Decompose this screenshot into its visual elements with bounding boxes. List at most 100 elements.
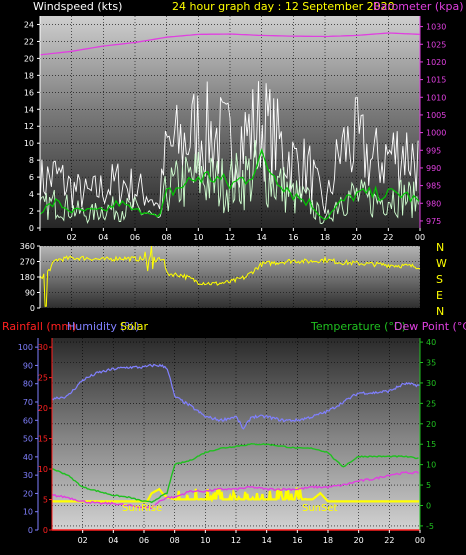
direction-tick-label: 0 [30,304,35,313]
windspeed-x-tick-label: 04 [98,233,108,242]
windspeed-x-tick-label: 14 [257,233,267,242]
barometer-tick-label: 975 [426,217,441,226]
panel-direction: 0 90 180 270 360 N W S E N [20,241,447,318]
humidity-axis-title: Humidity (%) [67,320,139,333]
windspeed-x-tick-label: 12 [225,233,235,242]
rainfall-tick-label: 25 [38,374,48,383]
sunrise-label: SunRise [122,503,162,514]
windspeed-x-tick-label: 02 [67,233,77,242]
climate-x-tick-label: 06 [139,536,149,545]
rainfall-tick-label: 30 [38,343,48,352]
windspeed-x-tick-label: 10 [193,233,203,242]
solar-legend: Solar [120,320,149,333]
windspeed-tick-label: 14 [24,105,34,114]
barometer-tick-label: 1015 [426,76,446,85]
windspeed-tick-label: 22 [24,37,34,46]
barometer-tick-label: 980 [426,199,441,208]
humidity-tick-label: 30 [23,471,33,480]
rainfall-tick-label: 5 [43,496,48,505]
temperature-axis-title: Temperature (°C) [310,320,406,333]
climate-x-tick-label: 22 [384,536,394,545]
climate-x-tick-label: 08 [170,536,180,545]
barometer-tick-label: 1010 [426,93,446,102]
barometer-tick-label: 1030 [426,23,446,32]
direction-tick-label: 180 [20,273,35,282]
barometer-tick-label: 1000 [426,129,446,138]
windspeed-tick-label: 4 [29,190,34,199]
temperature-tick-label: 25 [426,399,436,408]
windspeed-tick-label: 20 [24,54,34,63]
temperature-series [51,442,419,504]
humidity-tick-label: 20 [23,489,33,498]
compass-n-bottom: N [436,305,444,318]
direction-tick-label: 270 [20,258,35,267]
barometer-tick-label: 990 [426,164,441,173]
windspeed-tick-label: 10 [24,139,34,148]
windspeed-x-tick-label: 22 [383,233,393,242]
humidity-tick-label: 0 [28,526,33,535]
dewpoint-series [51,471,419,510]
windspeed-tick-label: 8 [29,156,34,165]
panel-climate: 0102030405060708090100051015202530-50510… [18,338,436,545]
barometer-series [39,32,421,56]
humidity-tick-label: 60 [23,416,33,425]
windspeed-tick-label: 12 [24,122,34,131]
climate-x-tick-label: 00 [415,536,425,545]
humidity-tick-label: 40 [23,453,33,462]
humidity-series [51,363,420,430]
climate-x-tick-label: 02 [78,536,88,545]
climate-x-tick-label: 20 [354,536,364,545]
windspeed-x-tick-label: 08 [162,233,172,242]
wind-mean-series [39,148,421,221]
humidity-tick-label: 100 [18,343,33,352]
barometer-tick-label: 1025 [426,40,446,49]
barometer-tick-label: 1020 [426,58,446,67]
rainfall-tick-label: 0 [43,526,48,535]
temperature-tick-label: 20 [426,420,436,429]
climate-x-tick-label: 16 [292,536,302,545]
rainfall-tick-label: 20 [38,404,48,413]
windspeed-x-tick-label: 06 [130,233,140,242]
windspeed-x-tick-label: 00 [415,233,425,242]
direction-tick-label: 360 [20,242,35,251]
compass-s: S [436,273,443,286]
wind-direction-series [39,246,421,307]
compass-w: W [436,257,447,270]
humidity-tick-label: 50 [23,435,33,444]
solar-series [52,487,420,503]
windspeed-tick-label: 2 [29,207,34,216]
temperature-tick-label: 35 [426,359,436,368]
windspeed-axis-title: Windspeed (kts) [33,0,122,13]
rainfall-axis-title: Rainfall (mm) [2,320,76,333]
chart-title: 24 hour graph day : 12 September 2020 [172,0,395,13]
temperature-tick-label: 5 [426,481,431,490]
windspeed-tick-label: 6 [29,173,34,182]
humidity-tick-label: 90 [23,361,33,370]
direction-tick-label: 90 [25,289,35,298]
wind-gust-series [39,81,419,214]
temperature-tick-label: 10 [426,461,436,470]
dewpoint-axis-title: Dew Point (°C) [394,320,466,333]
barometer-axis-title: Barometer (kpa) [373,0,464,13]
climate-x-tick-label: 04 [108,536,118,545]
climate-x-tick-label: 10 [200,536,210,545]
temperature-tick-label: 30 [426,379,436,388]
windspeed-tick-label: 24 [24,20,34,29]
temperature-tick-label: 40 [426,338,436,347]
windspeed-x-tick-label: 20 [352,233,362,242]
windspeed-tick-label: 18 [24,71,34,80]
windspeed-tick-label: 16 [24,88,34,97]
windspeed-tick-label: 0 [29,224,34,233]
temperature-tick-label: 15 [426,440,436,449]
humidity-tick-label: 80 [23,380,33,389]
climate-x-tick-label: 12 [231,536,241,545]
barometer-tick-label: 995 [426,146,441,155]
windspeed-x-tick-label: 18 [320,233,330,242]
temperature-tick-label: 0 [426,501,431,510]
sunset-label: SunSet [302,503,338,514]
humidity-tick-label: 70 [23,398,33,407]
temperature-tick-label: -5 [426,522,434,531]
barometer-tick-label: 985 [426,182,441,191]
